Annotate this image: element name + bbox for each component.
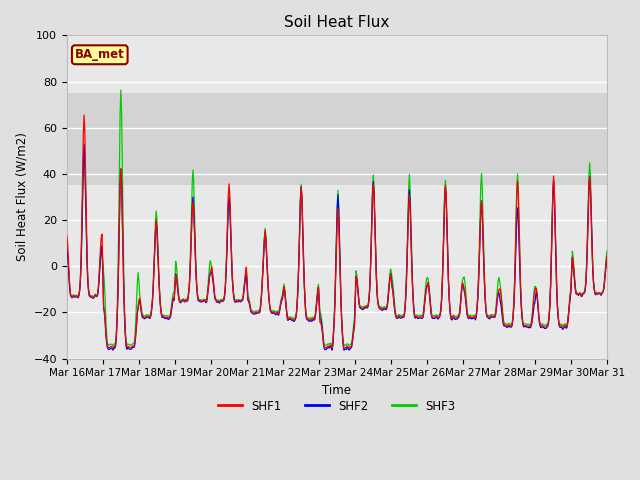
SHF2 <box>420 311 428 316</box>
SHF1 <box>63 233 70 239</box>
SHF2 <box>212 298 220 304</box>
SHF1 <box>129 343 137 348</box>
SHF2 <box>63 244 70 250</box>
SHF3 <box>420 307 428 313</box>
SHF2 <box>184 298 191 303</box>
Bar <box>67 93 607 185</box>
SHF1 <box>184 297 191 302</box>
SHF1 <box>80 112 88 118</box>
SHF3 <box>212 297 220 302</box>
Title: Soil Heat Flux: Soil Heat Flux <box>284 15 390 30</box>
SHF3 <box>184 296 191 301</box>
SHF1 <box>603 254 611 260</box>
Legend: SHF1, SHF2, SHF3: SHF1, SHF2, SHF3 <box>214 395 460 417</box>
SHF3 <box>63 248 70 253</box>
Text: BA_met: BA_met <box>75 48 125 61</box>
SHF2 <box>80 141 88 147</box>
SHF2 <box>73 294 81 300</box>
SHF1 <box>73 293 81 299</box>
SHF1 <box>212 298 220 303</box>
Line: SHF1: SHF1 <box>67 115 607 348</box>
SHF3 <box>603 248 611 253</box>
X-axis label: Time: Time <box>323 384 351 397</box>
SHF1 <box>420 310 428 316</box>
SHF3 <box>404 216 412 222</box>
SHF2 <box>129 344 137 350</box>
SHF2 <box>603 254 611 260</box>
SHF3 <box>73 292 81 298</box>
SHF3 <box>117 87 125 93</box>
SHF2 <box>340 348 348 353</box>
SHF2 <box>404 228 412 233</box>
SHF3 <box>340 343 348 348</box>
SHF1 <box>340 346 348 351</box>
SHF1 <box>404 230 412 236</box>
Line: SHF2: SHF2 <box>67 144 607 350</box>
Y-axis label: Soil Heat Flux (W/m2): Soil Heat Flux (W/m2) <box>15 132 28 262</box>
Line: SHF3: SHF3 <box>67 90 607 346</box>
SHF3 <box>129 341 137 347</box>
